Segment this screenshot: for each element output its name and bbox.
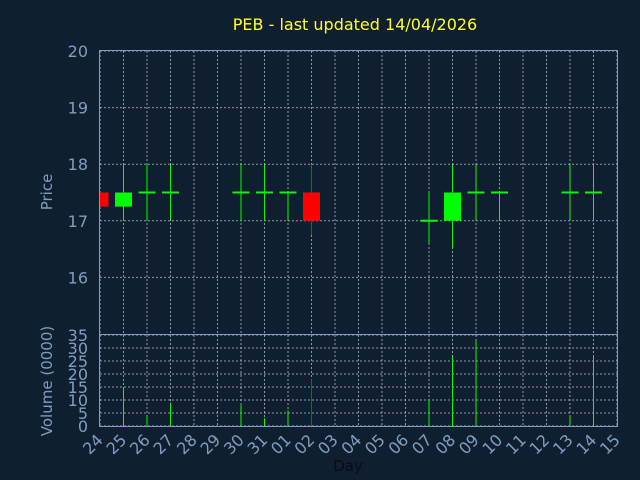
price-y-tick-label: 19 [68,99,88,118]
x-axis-ticks: 2425262728293031010203040506070809101112… [79,430,624,458]
price-y-tick-label: 17 [68,212,88,231]
candle-body [100,192,109,207]
volume-axis-label: Volume (0000) [38,326,56,436]
volume-y-tick-label: 35 [68,326,88,345]
volume-y-tick-label: 20 [68,365,88,384]
price-axis-label: Price [38,174,56,211]
volume-frame [99,334,618,427]
volume-y-tick-label: 5 [78,404,88,423]
volume-y-tick-label: 15 [68,378,88,397]
candles [99,164,602,250]
x-tick-label: 15 [596,430,624,458]
price-y-ticks: 16 17 18 19 20 [68,42,88,287]
price-y-tick-label: 18 [68,155,88,174]
candle-body [115,192,132,207]
volume-bars [123,340,594,426]
candle-body [303,192,320,221]
volume-y-tick-label: 10 [68,391,88,410]
volume-y-tick-label: 0 [78,417,88,436]
volume-y-tick-label: 30 [68,339,88,358]
price-y-tick-label: 20 [68,42,88,61]
price-y-tick-label: 16 [68,268,88,287]
volume-grid [99,334,618,427]
chart-title: PEB - last updated 14/04/2026 [233,15,477,34]
x-axis-label: Day [333,457,363,475]
price-panel: 16 17 18 19 20 Price [38,42,618,335]
volume-y-tick-label: 25 [68,352,88,371]
candle-body [444,192,461,221]
